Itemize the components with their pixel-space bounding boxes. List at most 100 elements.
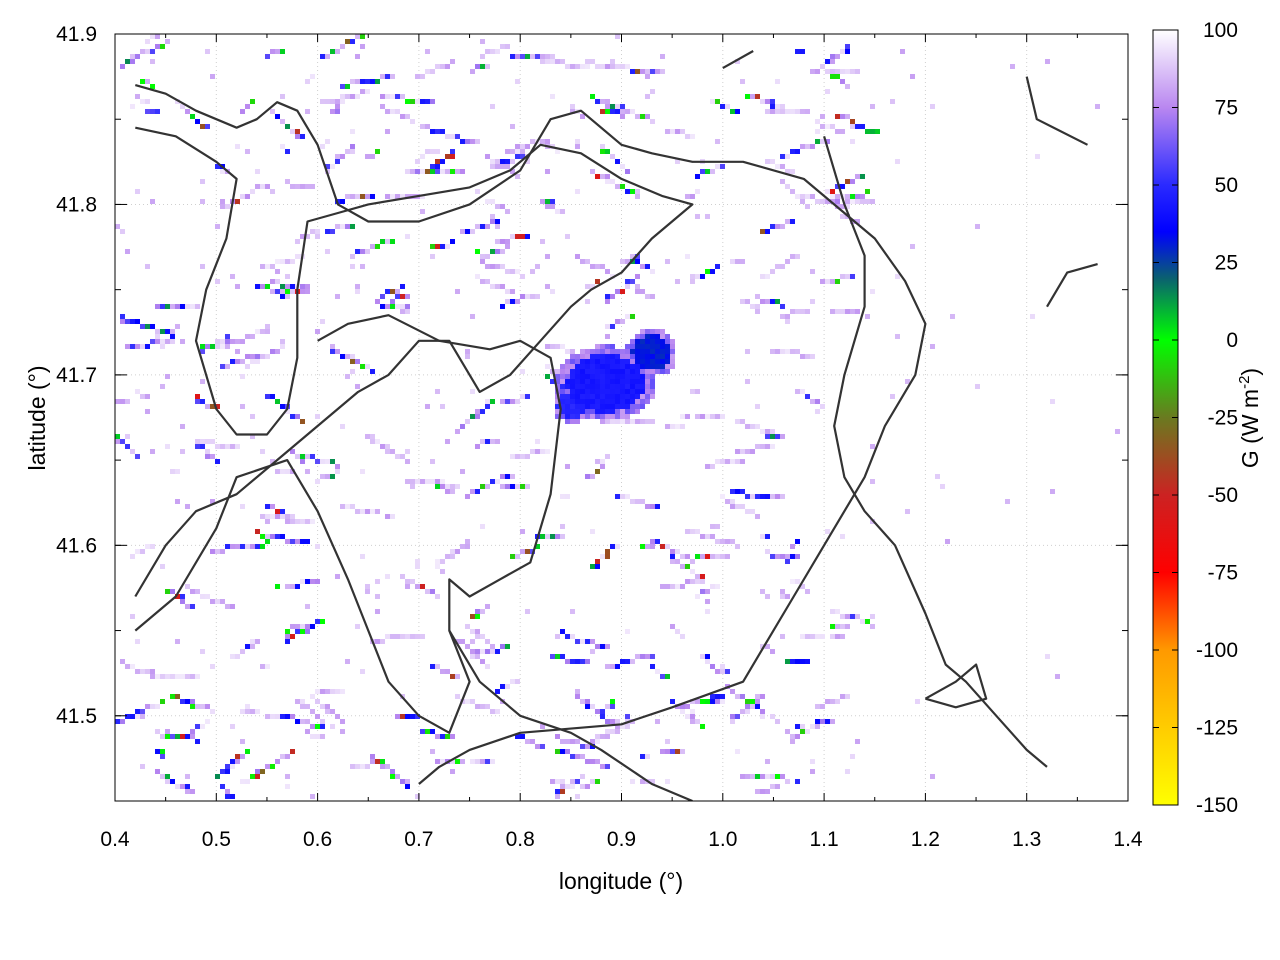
heat-cell <box>300 284 305 289</box>
heat-cell <box>405 634 410 639</box>
heat-cell <box>215 164 220 169</box>
contour-line <box>1046 263 1098 308</box>
heat-cell <box>535 264 540 269</box>
heat-cell <box>770 159 775 164</box>
heat-cell <box>805 634 810 639</box>
heat-cell <box>575 359 580 364</box>
heat-cell <box>910 244 915 249</box>
heat-cell <box>545 199 550 204</box>
heat-cell <box>830 124 835 129</box>
heat-cell <box>180 784 185 789</box>
x-tick-label: 1.1 <box>809 828 838 851</box>
heat-cell <box>470 69 475 74</box>
heat-cell <box>800 659 805 664</box>
heat-cell <box>545 534 550 539</box>
heat-cell <box>555 344 560 349</box>
heat-cell <box>365 434 370 439</box>
heat-cell <box>645 344 650 349</box>
heat-cell <box>705 269 710 274</box>
heat-cell <box>765 594 770 599</box>
heat-cell <box>485 224 490 229</box>
heat-cell <box>150 199 155 204</box>
heat-cell <box>405 714 410 719</box>
heat-cell <box>130 664 135 669</box>
heat-cell <box>155 749 160 754</box>
heat-cell <box>620 164 625 169</box>
heat-cell <box>865 189 870 194</box>
heat-cell <box>720 694 725 699</box>
heat-cell <box>485 404 490 409</box>
heat-cell <box>585 414 590 419</box>
heat-cell <box>480 759 485 764</box>
heat-cell <box>280 339 285 344</box>
heat-cell <box>805 659 810 664</box>
heat-cell <box>470 639 475 644</box>
heat-cell <box>255 529 260 534</box>
heat-cell <box>610 544 615 549</box>
heat-cell <box>780 589 785 594</box>
heat-cell <box>475 189 480 194</box>
heat-cell <box>350 354 355 359</box>
heat-cell <box>590 704 595 709</box>
heat-cell <box>845 44 850 49</box>
heatmap-cells <box>115 34 1120 799</box>
heat-cell <box>605 644 610 649</box>
heat-cell <box>225 794 230 799</box>
heat-cell <box>235 339 240 344</box>
heat-cell <box>290 259 295 264</box>
heat-cell <box>240 359 245 364</box>
heat-cell <box>665 344 670 349</box>
heat-cell <box>215 339 220 344</box>
heat-cell <box>810 194 815 199</box>
heat-cell <box>330 724 335 729</box>
heat-cell <box>225 789 230 794</box>
heat-cell <box>205 454 210 459</box>
heat-cell <box>750 94 755 99</box>
y-tick-label: 41.5 <box>56 705 97 728</box>
heat-cell <box>445 169 450 174</box>
heat-cell <box>360 364 365 369</box>
heat-cell <box>250 354 255 359</box>
heat-cell <box>595 459 600 464</box>
heat-cell <box>190 589 195 594</box>
heat-cell <box>830 69 835 74</box>
heat-cell <box>210 454 215 459</box>
heat-cell <box>185 699 190 704</box>
heat-cell <box>765 549 770 554</box>
heat-cell <box>500 644 505 649</box>
heat-cell <box>420 634 425 639</box>
heat-cell <box>250 639 255 644</box>
heat-cell <box>455 169 460 174</box>
heat-cell <box>470 614 475 619</box>
heat-cell <box>670 339 675 344</box>
heat-cell <box>500 264 505 269</box>
heat-cell <box>730 689 735 694</box>
heat-cell <box>575 389 580 394</box>
heat-cell <box>655 359 660 364</box>
heat-cell <box>220 444 225 449</box>
heat-cell <box>390 239 395 244</box>
heat-cell <box>220 784 225 789</box>
heat-cell <box>205 719 210 724</box>
heat-cell <box>630 779 635 784</box>
heat-cell <box>170 339 175 344</box>
heat-cell <box>670 624 675 629</box>
heat-cell <box>400 94 405 99</box>
heat-cell <box>250 334 255 339</box>
heat-cell <box>365 89 370 94</box>
heat-cell <box>605 364 610 369</box>
heat-cell <box>805 204 810 209</box>
heat-cell <box>190 734 195 739</box>
heat-cell <box>335 349 340 354</box>
heat-cell <box>730 504 735 509</box>
heat-cell <box>730 499 735 504</box>
heat-cell <box>125 434 130 439</box>
heat-cell <box>490 649 495 654</box>
heat-cell <box>870 624 875 629</box>
heat-cell <box>375 509 380 514</box>
heat-cell <box>435 664 440 669</box>
heat-cell <box>390 634 395 639</box>
heat-cell <box>340 199 345 204</box>
heat-cell <box>660 584 665 589</box>
heat-cell <box>425 729 430 734</box>
